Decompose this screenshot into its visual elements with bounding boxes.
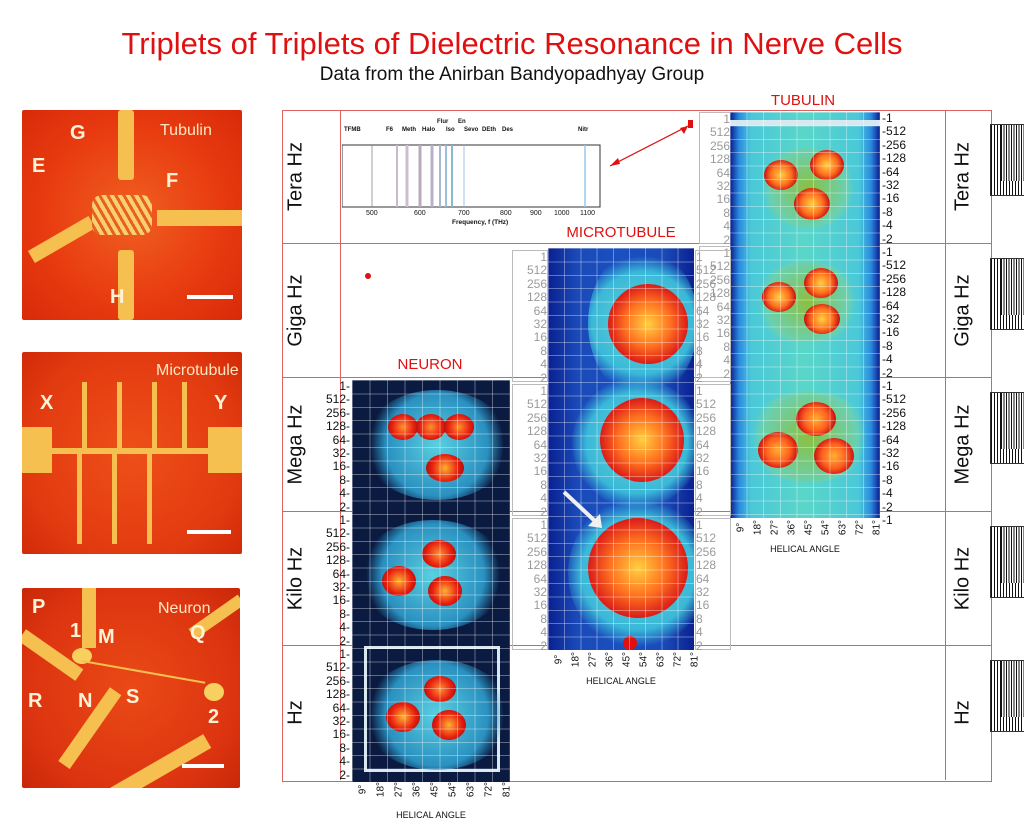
microtubule-left-ticks: 1 512 256 128 64 32 16 8 4 2 <box>512 518 548 653</box>
pointer-arrow-icon <box>609 120 693 167</box>
letter-1: 1 <box>70 620 82 642</box>
tubulin-heatmap <box>730 112 880 518</box>
spectrum-label: Iso <box>446 127 455 133</box>
neuron-photo-label: Neuron <box>158 600 211 617</box>
piano-keyboard-icon <box>990 124 1024 196</box>
band-label-tera-right: Tera Hz <box>951 142 974 211</box>
band-label-giga-right: Giga Hz <box>951 274 974 347</box>
letter-q: Q <box>190 622 206 644</box>
tubulin-left-ticks: 1 512 256 128 64 32 16 8 4 2 <box>699 246 731 381</box>
neuron-left-ticks-hz: 1- 512- 256- 128- 64- 32- 16- 8- 4- 2- <box>325 647 350 782</box>
terahertz-spectrum-chart: TFMB F6 Meth Halo Flur Iso En Sevo DEth … <box>342 119 601 226</box>
spectrum-label: Meth <box>402 127 416 133</box>
spectrum-label: Sevo <box>464 127 479 133</box>
spectrum-tick: 1000 <box>554 210 570 217</box>
neuron-left-ticks-kilo: 1- 512- 256- 128- 64- 32- 16- 8- 4- 2- <box>325 513 350 648</box>
tubulin-section-label: TUBULIN <box>770 92 836 109</box>
microtubule-photo-label: Microtubule <box>156 362 239 379</box>
spectrum-label: Flur <box>437 119 449 125</box>
spectrum-label: En <box>458 119 466 125</box>
tubulin-right-ticks-giga: -1 -512 -256 -128 -64 -32 -16 -8 -4 -2 <box>882 245 907 380</box>
piano-keyboard-icon <box>990 258 1024 330</box>
spectrum-label: Des <box>502 127 514 133</box>
page-title: Triplets of Triplets of Dielectric Reson… <box>121 26 903 61</box>
band-label-mega: Mega Hz <box>284 404 307 485</box>
microtubule-device-photo: Microtubule X Y <box>22 352 242 554</box>
spectrum-tick: 700 <box>458 210 470 217</box>
spectrum-tick: 900 <box>530 210 542 217</box>
spectrum-tick: 1100 <box>580 210 595 217</box>
neuron-device-photo: Neuron P 1 M Q R N S 2 <box>22 588 240 788</box>
band-label-kilo: Kilo Hz <box>284 546 307 611</box>
letter-x: X <box>40 392 54 414</box>
letter-2: 2 <box>208 706 220 728</box>
tubulin-right-ticks-tera: -1 -512 -256 -128 -64 -32 -16 -8 -4 -2 <box>882 111 907 246</box>
microtubule-section-label: MICROTUBULE <box>566 224 676 241</box>
band-label-hz: Hz <box>284 700 307 725</box>
column-divider <box>340 110 341 780</box>
letter-s: S <box>126 686 140 708</box>
microtubule-right-ticks: 1 512 256 128 64 32 16 8 4 2 <box>695 518 731 653</box>
column-divider <box>945 110 946 780</box>
letter-r: R <box>28 690 43 712</box>
page-subtitle: Data from the Anirban Bandyopadhyay Grou… <box>319 64 705 85</box>
band-label-hz-right: Hz <box>951 700 974 725</box>
letter-f: F <box>166 170 179 192</box>
spectrum-label: DEth <box>482 127 496 133</box>
letter-e: E <box>32 155 46 177</box>
microtubule-x-axis-title: HELICAL ANGLE <box>586 676 656 686</box>
neuron-x-axis-title: HELICAL ANGLE <box>396 810 466 820</box>
tubulin-device-photo: Tubulin G E F H <box>22 110 242 320</box>
spectrum-xlabel: Frequency, f (THz) <box>452 219 508 226</box>
piano-keyboard-icon <box>990 526 1024 598</box>
neuron-x-axis: 9° 18° 27° 36° 45° 54° 63° 72° 81° <box>357 781 513 798</box>
microtubule-heatmap <box>548 248 694 650</box>
band-label-giga: Giga Hz <box>284 274 307 347</box>
tubulin-photo-label: Tubulin <box>160 122 212 139</box>
microtubule-left-ticks: 1 512 256 128 64 32 16 8 4 2 <box>512 250 548 385</box>
white-arrow-icon <box>562 490 602 528</box>
spectrum-label: Halo <box>422 127 435 133</box>
microtubule-right-ticks: 1 512 256 128 64 32 16 8 4 2 <box>695 250 731 385</box>
neuron-left-ticks-mega: 1- 512- 256- 128- 64- 32- 16- 8- 4- 2- <box>325 379 350 514</box>
piano-keyboard-icon <box>990 660 1024 732</box>
band-divider <box>282 243 992 244</box>
letter-m: M <box>98 626 115 648</box>
letter-n: N <box>78 690 93 712</box>
piano-keyboard-icon <box>990 392 1024 464</box>
spectrum-tick: 500 <box>366 210 378 217</box>
spectrum-label: Nitr <box>578 127 589 133</box>
tubulin-right-ticks-mega: -1 -512 -256 -128 -64 -32 -16 -8 -4 -2 -1 <box>882 379 907 528</box>
microtubule-x-axis: 9° 18° 27° 36° 45° 54° 63° 72° 81° <box>553 651 701 668</box>
tubulin-left-ticks: 1 512 256 128 64 32 16 8 4 2 <box>699 112 731 247</box>
band-label-mega-right: Mega Hz <box>951 404 974 485</box>
band-label-kilo-right: Kilo Hz <box>951 546 974 611</box>
neuron-heatmap <box>352 380 510 782</box>
microtubule-left-ticks: 1 512 256 128 64 32 16 8 4 2 <box>512 384 548 519</box>
band-label-tera: Tera Hz <box>284 142 307 211</box>
spectrum-label: TFMB <box>344 127 361 133</box>
letter-p: P <box>32 596 46 618</box>
spectrum-tick: 800 <box>500 210 512 217</box>
spectrum-label: F6 <box>386 127 394 133</box>
spectrum-tick: 600 <box>414 210 426 217</box>
tubulin-x-axis: 9° 18° 27° 36° 45° 54° 63° 72° 81° <box>735 519 883 536</box>
tubulin-x-axis-title: HELICAL ANGLE <box>770 544 840 554</box>
microtubule-right-ticks: 1 512 256 128 64 32 16 8 4 2 <box>695 384 731 519</box>
letter-g: G <box>70 122 86 144</box>
letter-y: Y <box>214 392 228 414</box>
neuron-section-label: NEURON <box>397 356 463 373</box>
letter-h: H <box>110 286 125 308</box>
marker-dot <box>365 273 371 279</box>
